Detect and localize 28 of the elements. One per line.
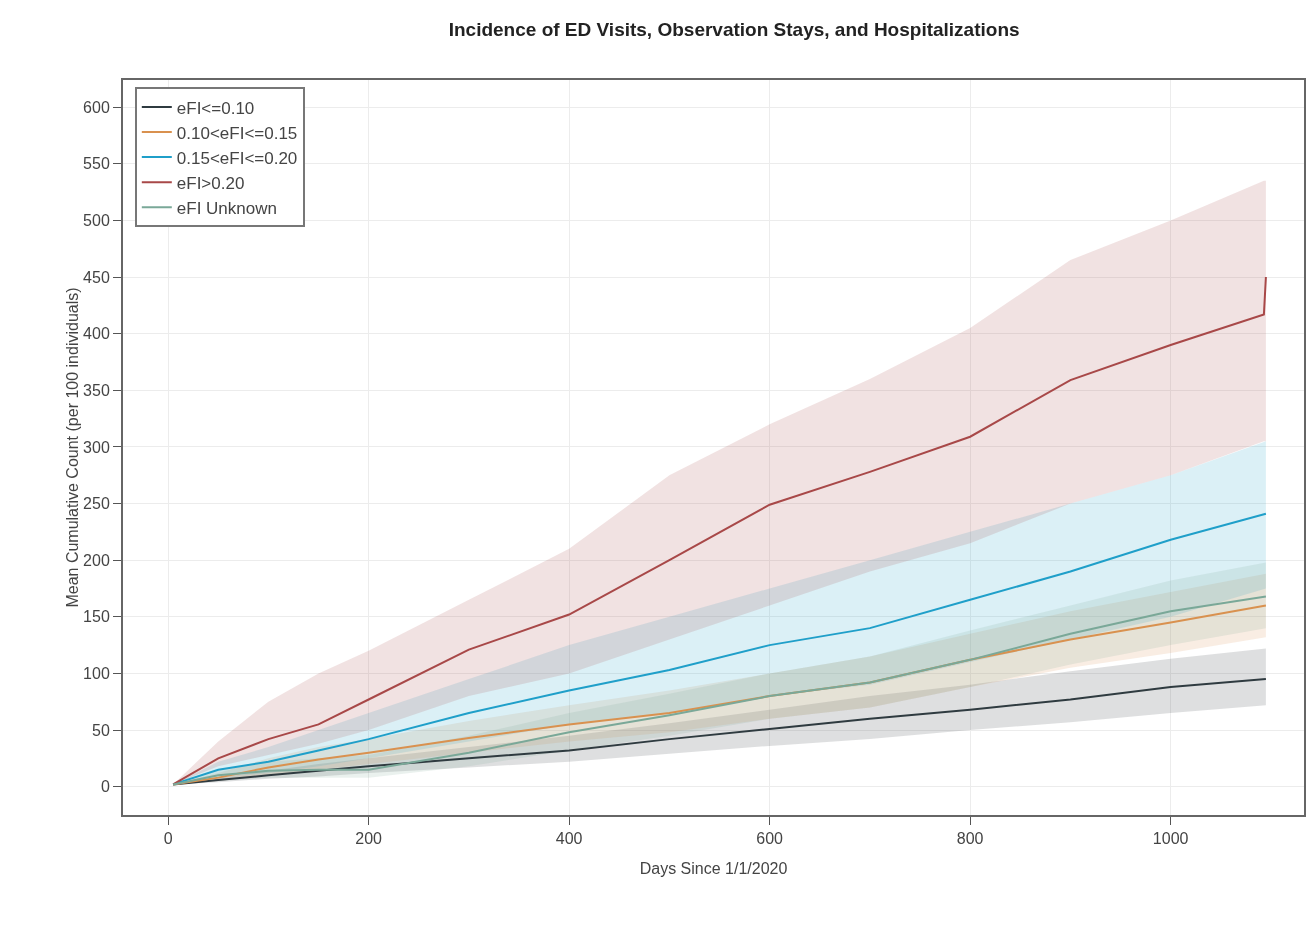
y-tick-label: 0: [100, 778, 110, 796]
x-tick-label: 800: [956, 830, 984, 848]
legend-label: eFI Unknown: [176, 198, 277, 218]
y-tick-label: 400: [83, 325, 110, 343]
y-tick-label: 200: [83, 551, 110, 569]
y-tick-label: 500: [83, 212, 110, 230]
chart-title: Incidence of ED Visits, Observation Stays, and Hospitalizations: [448, 19, 1020, 41]
line-series: [172, 276, 1267, 786]
x-axis-title: Days Since 1/1/2020: [639, 860, 788, 877]
x-tick-label: 1000: [1152, 830, 1189, 848]
legend-label: eFI<=0.10: [176, 98, 255, 118]
y-tick-label: 550: [83, 155, 110, 173]
y-tick-label: 250: [83, 495, 110, 513]
y-tick-label: 300: [83, 438, 110, 456]
legend-label: 0.15<eFI<=0.20: [176, 148, 298, 168]
y-tick-label: 450: [83, 268, 110, 286]
y-tick-label: 100: [83, 665, 110, 683]
y-tick-label: 50: [92, 721, 110, 739]
legend-label: eFI>0.20: [176, 173, 245, 193]
y-axis-title: Mean Cumulative Count (per 100 individuals): [64, 287, 82, 608]
y-tick-label: 600: [83, 98, 110, 116]
x-tick-label: 0: [163, 830, 173, 848]
x-tick-label: 400: [555, 830, 583, 848]
y-tick-label: 350: [83, 381, 110, 399]
y-tick-label: 150: [83, 608, 110, 626]
x-tick-label: 600: [756, 830, 784, 848]
x-tick-label: 200: [355, 830, 383, 848]
legend-label: 0.10<eFI<=0.15: [176, 123, 298, 143]
